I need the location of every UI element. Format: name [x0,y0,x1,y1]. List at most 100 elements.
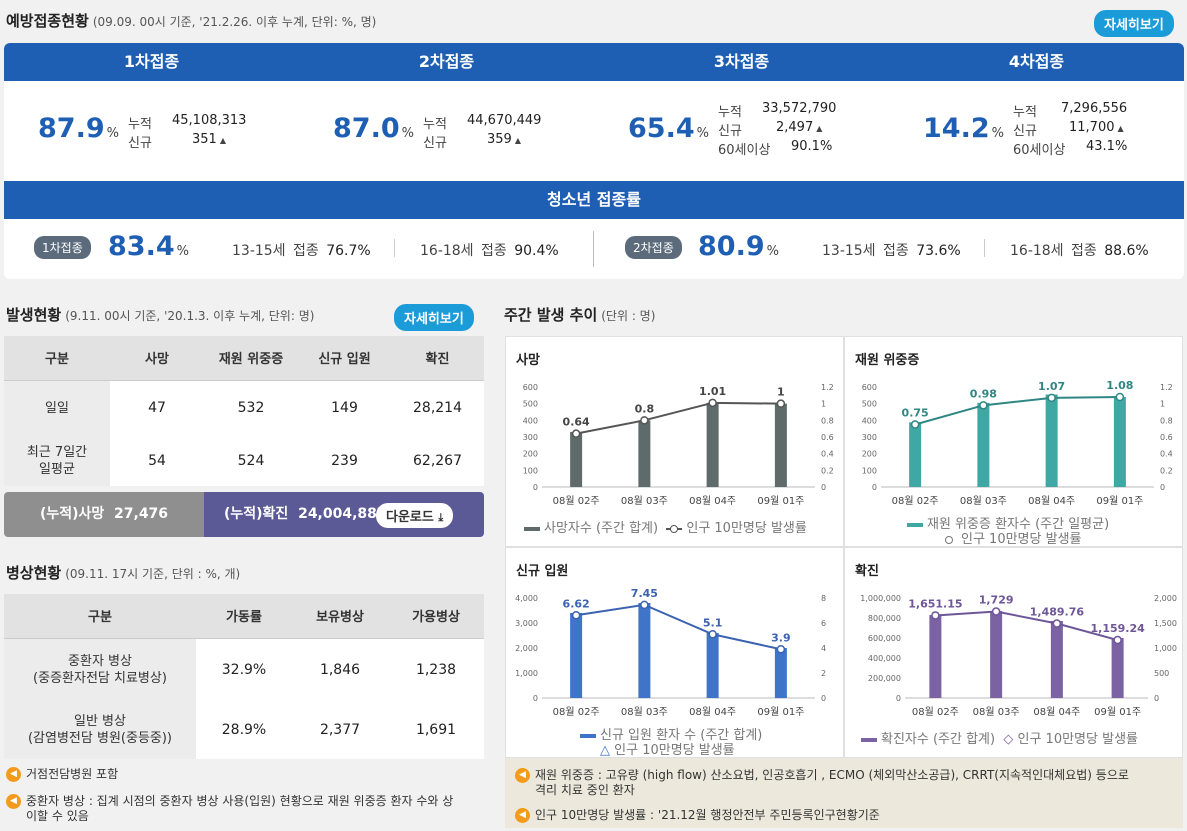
rate-data-label: 1.08 [1106,379,1133,392]
rate-data-label: 6.62 [563,597,590,610]
bed-col-header: 가동률 [196,594,292,638]
chart-hosp-title: 신규 입원 [516,564,569,579]
rate-point [1115,392,1125,402]
y2-tick-label: 1,000 [1154,644,1177,653]
rate-data-label: 1,159.24 [1090,622,1145,635]
y-tick-label: 2,000 [515,644,538,653]
download-button[interactable]: 다운로드 ⤓ [376,503,454,528]
teen-dose-2-rate: 80.9% [698,231,779,262]
rate-point [708,630,717,639]
dose-2-cum-label: 누적 [423,117,447,132]
chart-death-legend: 사망자수 (주간 합계) 인구 10만명당 발생률 [524,517,807,536]
vaccination-more-button[interactable]: 자세히보기 [1094,10,1174,37]
dose-4-header: 4차접종 [1008,52,1065,71]
occurrence-more-button[interactable]: 자세히보기 [394,304,474,331]
occ-col-header: 재원 위중증 [204,336,298,380]
dose-4-60plus-value: 43.1% [1086,139,1128,154]
dose-4-cum-value: 7,296,556 [1061,101,1128,116]
dose-3-header: 3차접종 [713,52,770,71]
y-tick-label: 500 [862,400,877,409]
bar [990,611,1003,698]
y2-tick-label: 0.2 [1160,466,1173,475]
y2-tick-label: 0.4 [1160,450,1173,459]
y-tick-label: 300 [523,433,538,442]
vaccination-subtitle: (09.09. 00시 기준, '21.2.26. 이후 누계, 단위: %, … [92,15,377,29]
chart-hosp-legend: 신규 입원 환자 수 (주간 합계) △ 인구 10만명당 발생률 [580,728,762,758]
x-tick-label: 08월 04주 [689,495,736,507]
y-tick-label: 0 [896,694,901,703]
chart-hosp-svg: 0 1,000 2,000 3,000 4,000 0 2 4 6 8 08월 02주 08월 03주… [515,587,826,718]
teen-d2-a: 13-15세 접종 73.6% [822,243,961,259]
rate-data-label: 1,651.15 [908,597,962,610]
y-tick-label: 3,000 [515,619,538,628]
bar [929,615,942,698]
rate-data-label: 0.64 [563,416,590,429]
beds-note-1: ◀ 거점전담병원 포함 [6,767,118,782]
vaccination-title: 예방접종현황 (09.09. 00시 기준, '21.2.26. 이후 누계, 단… [6,12,377,30]
dose-3-rate: 65.4% [628,113,709,144]
y-tick-label: 200 [523,450,538,459]
y2-tick-label: 0 [1154,694,1159,703]
daily-hosp: 149 [298,380,391,436]
rate-point [979,401,988,410]
divider [394,239,395,257]
y-tick-label: 300 [862,433,877,442]
bar [1045,394,1058,487]
bar [1050,621,1063,698]
x-tick-label: 08월 04주 [689,706,736,718]
rate-data-label: 1.07 [1038,380,1065,393]
dose-3-cum-label: 누적 [718,105,742,120]
dose-1-cum-value: 45,108,313 [172,113,247,128]
x-tick-label: 08월 02주 [553,495,600,507]
dose-4-cell: 14.2% 누적 7,296,556 신규 11,700 ▲ 60세이상 43.1… [889,81,1184,179]
y2-tick-label: 0.8 [821,416,834,425]
avg-severe: 524 [204,436,298,486]
chart-conf: 확진 0 200,000 400,000 600,000 800,000 1,000,00… [844,547,1183,758]
occ-col-header: 확진 [391,336,484,380]
cumulative-death: (누적)사망 27,476 [4,492,204,537]
speaker-icon: ◀ [515,768,530,783]
rate-line [575,603,782,651]
avg-conf: 62,267 [391,436,484,486]
bed-col-header: 구분 [4,594,196,638]
y2-tick-label: 0.6 [821,433,834,442]
rate-point [571,429,581,438]
chart-death-title: 사망 [516,353,540,368]
table-row: 최근 7일간 일평균 54 524 239 62,267 [4,436,484,486]
dose-3-new-value: 2,497 ▲ [776,120,823,135]
occ-col-header: 구분 [4,336,110,380]
rate-data-label: 7.45 [631,587,658,600]
rate-point [910,420,920,429]
row-label: 일일 [4,380,110,436]
beds-title: 병상현황 (09.11. 17시 기준, 단위 : %, 개) [6,564,241,582]
chart-severe: 재원 위중증 0 100 200 300 400 500 600 0 0.2 0.4 0.6 0.8 1… [844,336,1183,547]
rate-point [640,416,649,425]
y-tick-label: 600 [523,383,538,392]
avg-death: 54 [110,436,204,486]
teen-d1-b: 16-18세 접종 90.4% [420,243,559,259]
y-tick-label: 400,000 [868,654,901,663]
speaker-icon: ◀ [515,808,530,823]
dose-2-cum-value: 44,670,449 [467,113,542,128]
dose-1-new-value: 351 ▲ [192,132,226,147]
gen-rate: 28.9% [196,701,292,759]
bar [1113,397,1126,487]
daily-death: 47 [110,380,204,436]
x-tick-label: 08월 03주 [621,706,668,718]
bar [1111,638,1124,698]
rate-point [1113,635,1122,645]
rate-data-label: 3.9 [771,631,791,644]
teen-dose-1-pill: 1차접종 [34,236,91,259]
rate-data-label: 1,729 [979,594,1014,607]
occ-col-header: 사망 [110,336,204,380]
row-label: 중환자 병상 (중증환자전담 치료병상) [4,638,196,701]
dose-1-cell: 87.9% 누적 45,108,313 신규 351 ▲ [4,81,299,179]
bar [638,603,651,698]
x-tick-label: 08월 03주 [960,495,1007,507]
x-tick-label: 08월 02주 [892,495,939,507]
weekly-notes: ◀ 재원 위중증 : 고유량 (high flow) 산소요법, 인공호흡기 , … [505,758,1183,828]
rate-point [640,600,649,610]
dose-2-rate: 87.0% [333,113,414,144]
daily-severe: 532 [204,380,298,436]
y2-tick-label: 2 [821,669,826,678]
